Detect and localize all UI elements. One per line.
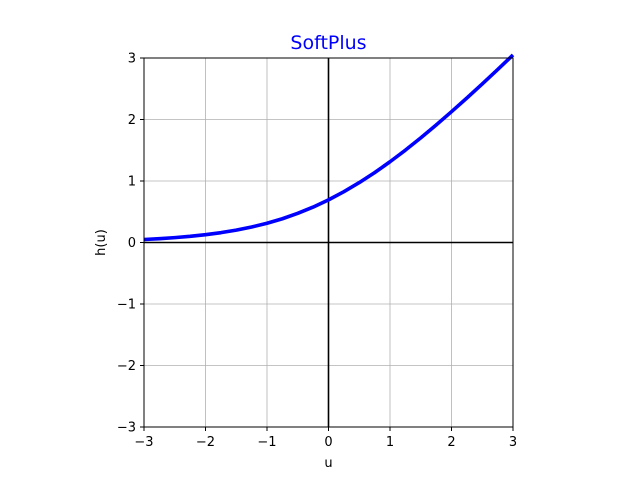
x-tick-label-6: 3 (509, 435, 517, 450)
x-tick-label-1: −2 (196, 435, 215, 450)
x-axis-label: u (324, 456, 332, 471)
x-tick-label-3: 0 (324, 435, 332, 450)
chart-title: SoftPlus (290, 32, 366, 54)
y-tick-label-1: −2 (117, 359, 136, 374)
x-tick-label-5: 2 (447, 435, 455, 450)
x-tick-label-0: −3 (134, 435, 153, 450)
y-tick-label-0: −3 (117, 421, 136, 436)
x-tick-label-2: −1 (257, 435, 276, 450)
x-tick-label-4: 1 (386, 435, 394, 450)
y-tick-label-3: 0 (128, 236, 136, 251)
zero-lines (144, 58, 513, 427)
series-layer (143, 53, 515, 242)
y-tick-label-4: 1 (128, 175, 136, 190)
y-tick-label-2: −1 (117, 298, 136, 313)
y-tick-label-6: 3 (128, 52, 136, 67)
softplus-curve-0 (143, 53, 515, 242)
ticks-layer: −3 −2 −1 0 1 2 3 −3 −2 −1 0 1 2 3 (117, 52, 517, 451)
y-tick-label-5: 2 (128, 113, 136, 128)
y-axis-label: h(u) (94, 229, 109, 256)
